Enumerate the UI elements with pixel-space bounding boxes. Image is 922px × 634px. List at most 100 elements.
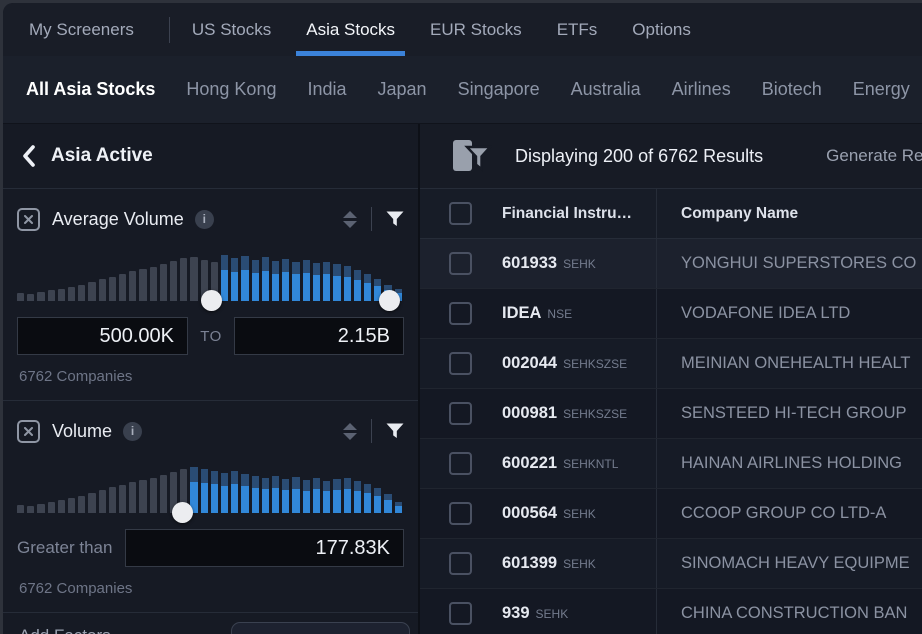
company-cell[interactable]: CCOOP GROUP CO LTD-A (656, 489, 922, 538)
subnav-item-all-asia-stocks[interactable]: All Asia Stocks (26, 79, 156, 99)
company-cell[interactable]: YONGHUI SUPERSTORES CO (656, 239, 922, 288)
instrument-cell[interactable]: 002044 SEHKSZSE (502, 339, 656, 388)
company-cell[interactable]: SINOMACH HEAVY EQUIPME (656, 539, 922, 588)
instrument-cell[interactable]: 600221 SEHKNTL (502, 439, 656, 488)
histogram-bar-cap (312, 263, 321, 276)
histogram-bar-cap (261, 257, 270, 272)
instrument-cell[interactable]: IDEA NSE (502, 289, 656, 338)
table-row[interactable]: 601933 SEHK YONGHUI SUPERSTORES CO (420, 239, 922, 289)
screener-header[interactable]: Asia Active (3, 124, 418, 189)
greater-than-label: Greater than (17, 538, 113, 557)
company-cell[interactable]: CHINA CONSTRUCTION BAN (656, 589, 922, 634)
remove-filter-icon[interactable] (17, 419, 40, 443)
tab-options[interactable]: Options (622, 3, 701, 56)
tab-asia-stocks[interactable]: Asia Stocks (296, 3, 405, 56)
row-checkbox[interactable] (449, 452, 472, 475)
table-row[interactable]: IDEA NSE VODAFONE IDEA LTD (420, 289, 922, 339)
subnav-item-india[interactable]: India (307, 79, 347, 99)
row-checkbox[interactable] (449, 552, 472, 575)
histogram-bar (210, 262, 219, 301)
back-chevron-icon[interactable] (22, 145, 36, 167)
tab-us-stocks[interactable]: US Stocks (182, 3, 281, 56)
histogram-bar-cap (241, 474, 249, 487)
table-row[interactable]: 000564 SEHK CCOOP GROUP CO LTD-A (420, 489, 922, 539)
company-cell[interactable]: MEINIAN ONEHEALTH HEALT (656, 339, 922, 388)
filters-panel: Asia Active Average Volume i (3, 124, 420, 634)
content: Asia Active Average Volume i (3, 124, 922, 634)
greater-than-input[interactable]: 177.83K (125, 529, 404, 567)
subnav-item-airlines[interactable]: Airlines (671, 79, 731, 99)
range-min-input[interactable]: 500.00K (17, 317, 188, 355)
instrument-cell[interactable]: 601399 SEHK (502, 539, 656, 588)
row-checkbox[interactable] (449, 602, 472, 625)
row-checkbox-cell (420, 239, 502, 288)
subnav-item-biotech[interactable]: Biotech (761, 79, 822, 99)
average-volume-histogram[interactable] (17, 243, 402, 311)
table-row[interactable]: 601399 SEHK SINOMACH HEAVY EQUIPME (420, 539, 922, 589)
sort-icon[interactable] (343, 422, 357, 440)
histogram-bar-selected (384, 494, 392, 513)
company-cell[interactable]: SENSTEED HI-TECH GROUP (656, 389, 922, 438)
row-checkbox[interactable] (449, 302, 472, 325)
instrument-cell[interactable]: 000564 SEHK (502, 489, 656, 538)
subnav-item-australia[interactable]: Australia (570, 79, 641, 99)
company-name: HAINAN AIRLINES HOLDING (681, 454, 902, 472)
add-factors-link[interactable]: Add Factors (19, 626, 111, 634)
row-checkbox[interactable] (449, 502, 472, 525)
remove-filter-icon[interactable] (17, 207, 40, 231)
screener-app: My Screeners US Stocks Asia Stocks EUR Stoc… (3, 3, 922, 634)
tab-label: My Screeners (29, 19, 134, 39)
table-row[interactable]: 002044 SEHKSZSE MEINIAN ONEHEALTH HEALT (420, 339, 922, 389)
instrument-cell[interactable]: 939 SEHK (502, 589, 656, 634)
filter-funnel-icon[interactable] (386, 423, 404, 439)
histogram-bar (57, 500, 66, 513)
company-name: CCOOP GROUP CO LTD-A (681, 504, 887, 522)
instrument-cell[interactable]: 601933 SEHK (502, 239, 656, 288)
row-checkbox[interactable] (449, 352, 472, 375)
company-name: MEINIAN ONEHEALTH HEALT (681, 354, 911, 372)
exchange-code: SEHK (563, 256, 596, 271)
search-button[interactable]: Search (231, 622, 410, 634)
table-header: Financial Instru… Company Name (420, 189, 922, 239)
table-row[interactable]: 939 SEHK CHINA CONSTRUCTION BAN (420, 589, 922, 634)
subnav-item-singapore[interactable]: Singapore (457, 79, 540, 99)
tab-my-screeners[interactable]: My Screeners (19, 3, 144, 56)
table-row[interactable]: 600221 SEHKNTL HAINAN AIRLINES HOLDING (420, 439, 922, 489)
histogram-bar-cap (272, 261, 280, 274)
subnav-item-hong-kong[interactable]: Hong Kong (186, 79, 277, 99)
info-icon[interactable]: i (194, 209, 214, 229)
subnav-item-japan[interactable]: Japan (377, 79, 427, 99)
histogram-bar (139, 269, 147, 301)
histogram-bar (170, 472, 178, 513)
sort-icon[interactable] (343, 210, 357, 228)
row-checkbox[interactable] (449, 252, 472, 275)
filter-funnel-icon[interactable] (386, 211, 404, 227)
histogram-bar (139, 480, 147, 513)
range-max-input[interactable]: 2.15B (234, 317, 404, 355)
slider-handle[interactable] (378, 290, 400, 311)
slider-handle[interactable] (201, 290, 223, 311)
exchange-code: SEHKNTL (563, 456, 619, 471)
histogram-bar-cap (302, 480, 310, 491)
tab-etfs[interactable]: ETFs (547, 3, 608, 56)
histogram-bar-selected (241, 256, 249, 301)
slider-handle[interactable] (171, 502, 193, 523)
subnav-item-energy[interactable]: Energy (852, 79, 910, 99)
histogram-bar-selected (323, 481, 331, 513)
histogram-bar-cap (231, 471, 239, 485)
histogram-bar-selected (343, 266, 351, 301)
column-financial-instrument[interactable]: Financial Instru… (502, 204, 633, 222)
table-row[interactable]: 000981 SEHKSZSE SENSTEED HI-TECH GROUP (420, 389, 922, 439)
info-icon[interactable]: i (123, 421, 143, 441)
histogram-bar (119, 274, 127, 301)
tab-eur-stocks[interactable]: EUR Stocks (420, 3, 532, 56)
select-all-checkbox[interactable] (449, 202, 472, 225)
company-cell[interactable]: VODAFONE IDEA LTD (656, 289, 922, 338)
symbol: 939 (502, 604, 530, 622)
column-company-name[interactable]: Company Name (656, 189, 922, 238)
company-cell[interactable]: HAINAN AIRLINES HOLDING (656, 439, 922, 488)
instrument-cell[interactable]: 000981 SEHKSZSE (502, 389, 656, 438)
generate-report-button[interactable]: Generate Report (826, 146, 922, 165)
row-checkbox[interactable] (449, 402, 472, 425)
volume-histogram[interactable] (17, 455, 402, 523)
